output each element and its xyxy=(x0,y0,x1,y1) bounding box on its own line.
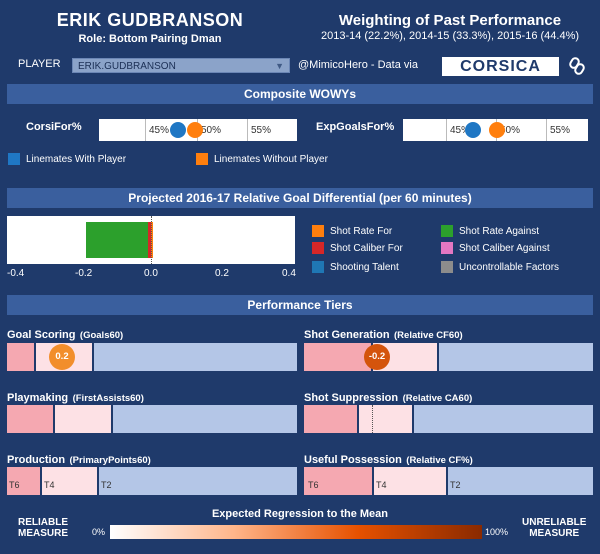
wowy-section-header: Composite WOWYs xyxy=(7,84,593,104)
data-credit: @MimicoHero - Data via xyxy=(298,59,418,71)
projection-section-header: Projected 2016-17 Relative Goal Differen… xyxy=(7,188,593,208)
reliable-line-1: RELIABLE xyxy=(18,517,68,528)
legend-uncontrollable: Uncontrollable Factors xyxy=(459,262,560,273)
production-title: Production (PrimaryPoints60) xyxy=(7,450,151,468)
legend-with-label: Linemates With Player xyxy=(26,154,127,165)
legend-without-label: Linemates Without Player xyxy=(214,154,328,165)
tick-label: 55% xyxy=(251,125,272,136)
legend-shot-rate-for: Shot Rate For xyxy=(330,226,393,237)
projection-chart xyxy=(7,216,295,264)
tick-label: 55% xyxy=(550,125,571,136)
legend-shot-caliber-against: Shot Caliber Against xyxy=(459,243,550,254)
bar-shot-caliber-for xyxy=(148,222,151,258)
tier-marker: 0.2 xyxy=(49,344,75,370)
tick-label: 50% xyxy=(500,125,521,136)
tier-subtitle: (FirstAssists60) xyxy=(72,393,144,404)
axis-tick-label: 0.0 xyxy=(144,268,158,279)
tier-label: T4 xyxy=(44,480,55,490)
tick-label: 45% xyxy=(450,125,471,136)
tier-value-line xyxy=(372,405,373,433)
legend-shooting-talent-swatch xyxy=(312,261,324,273)
playmaking-title: Playmaking (FirstAssists60) xyxy=(7,388,144,406)
expgoals-for-track: 45% 50% 55% xyxy=(403,119,588,141)
axis-tick-label: 0.2 xyxy=(215,268,229,279)
tier-subtitle: (Relative CF60) xyxy=(394,330,463,341)
axis-tick-label: 0.4 xyxy=(282,268,296,279)
tier-marker: -0.2 xyxy=(364,344,390,370)
chevron-down-icon: ▼ xyxy=(275,61,284,71)
tier-title: Production xyxy=(7,454,66,466)
tier-subtitle: (Relative CF%) xyxy=(406,455,473,466)
shot-generation-bar: -0.2 xyxy=(304,343,593,371)
tier-label: T4 xyxy=(376,480,387,490)
tier-subtitle: (Goals60) xyxy=(79,330,124,341)
tier-title: Goal Scoring xyxy=(7,329,76,341)
playmaking-bar xyxy=(7,405,297,433)
regression-min-label: 0% xyxy=(92,527,106,537)
tier-title: Shot Suppression xyxy=(304,392,399,404)
tier-label: T6 xyxy=(9,480,20,490)
player-label: PLAYER xyxy=(18,58,61,70)
tier-title: Shot Generation xyxy=(304,329,390,341)
bar-shot-rate-against xyxy=(86,222,148,258)
tier-subtitle: (PrimaryPoints60) xyxy=(69,455,151,466)
zero-line xyxy=(151,216,152,264)
without-player-dot xyxy=(489,122,505,138)
player-role: Role: Bottom Pairing Dman xyxy=(78,33,222,45)
legend-without-swatch xyxy=(196,153,208,165)
unreliable-line-2: MEASURE xyxy=(529,528,580,539)
expgoals-for-label: ExpGoalsFor% xyxy=(316,121,395,133)
tiers-section-header: Performance Tiers xyxy=(7,295,593,315)
regression-gradient-bar xyxy=(110,525,482,539)
useful-possession-bar: T6 T4 T2 xyxy=(304,467,593,495)
player-name: ERIK GUDBRANSON xyxy=(56,10,244,30)
legend-shooting-talent: Shooting Talent xyxy=(330,262,399,273)
player-dropdown[interactable]: ERIK.GUDBRANSON ▼ xyxy=(72,58,290,73)
legend-shot-rate-against-swatch xyxy=(441,225,453,237)
tier-subtitle: (Relative CA60) xyxy=(402,393,473,404)
legend-shot-rate-against: Shot Rate Against xyxy=(459,226,540,237)
unreliable-line-1: UNRELIABLE xyxy=(522,517,587,528)
legend-shot-caliber-for-swatch xyxy=(312,242,324,254)
reliable-measure-label: RELIABLE MEASURE xyxy=(18,517,68,539)
tick-label: 45% xyxy=(149,125,170,136)
tick-label: 50% xyxy=(201,125,222,136)
shot-suppression-title: Shot Suppression (Relative CA60) xyxy=(304,388,472,406)
corsi-for-label: CorsiFor% xyxy=(26,121,82,133)
weighting-subtitle: 2013-14 (22.2%), 2014-15 (33.3%), 2015-1… xyxy=(320,30,580,42)
weighting-title: Weighting of Past Performance xyxy=(338,12,562,29)
link-icon[interactable] xyxy=(569,57,585,75)
reliable-line-2: MEASURE xyxy=(18,528,69,539)
legend-shot-caliber-for: Shot Caliber For xyxy=(330,243,403,254)
tier-label: T6 xyxy=(308,480,319,490)
tier-title: Playmaking xyxy=(7,392,69,404)
legend-shot-caliber-against-swatch xyxy=(441,242,453,254)
shot-suppression-bar xyxy=(304,405,593,433)
legend-uncontrollable-swatch xyxy=(441,261,453,273)
regression-title: Expected Regression to the Mean xyxy=(211,508,389,520)
production-bar: T6 T4 T2 xyxy=(7,467,297,495)
goal-scoring-title: Goal Scoring (Goals60) xyxy=(7,325,123,343)
goal-scoring-bar: 0.2 xyxy=(7,343,297,371)
axis-tick-label: -0.2 xyxy=(75,268,93,279)
tier-label: T2 xyxy=(450,480,461,490)
without-player-dot xyxy=(187,122,203,138)
legend-shot-rate-for-swatch xyxy=(312,225,324,237)
useful-possession-title: Useful Possession (Relative CF%) xyxy=(304,450,473,468)
with-player-dot xyxy=(170,122,186,138)
player-dropdown-value: ERIK.GUDBRANSON xyxy=(78,61,176,72)
tier-title: Useful Possession xyxy=(304,454,402,466)
tier-label: T2 xyxy=(101,480,112,490)
regression-max-label: 100% xyxy=(485,527,509,537)
with-player-dot xyxy=(465,122,481,138)
shot-generation-title: Shot Generation (Relative CF60) xyxy=(304,325,463,343)
unreliable-measure-label: UNRELIABLE MEASURE xyxy=(522,517,586,539)
corsica-logo[interactable]: CORSICA xyxy=(442,57,559,76)
bar-shot-rate-for xyxy=(151,222,153,258)
corsi-for-track: 45% 50% 55% xyxy=(99,119,297,141)
axis-tick-label: -0.4 xyxy=(7,268,25,279)
legend-with-swatch xyxy=(8,153,20,165)
